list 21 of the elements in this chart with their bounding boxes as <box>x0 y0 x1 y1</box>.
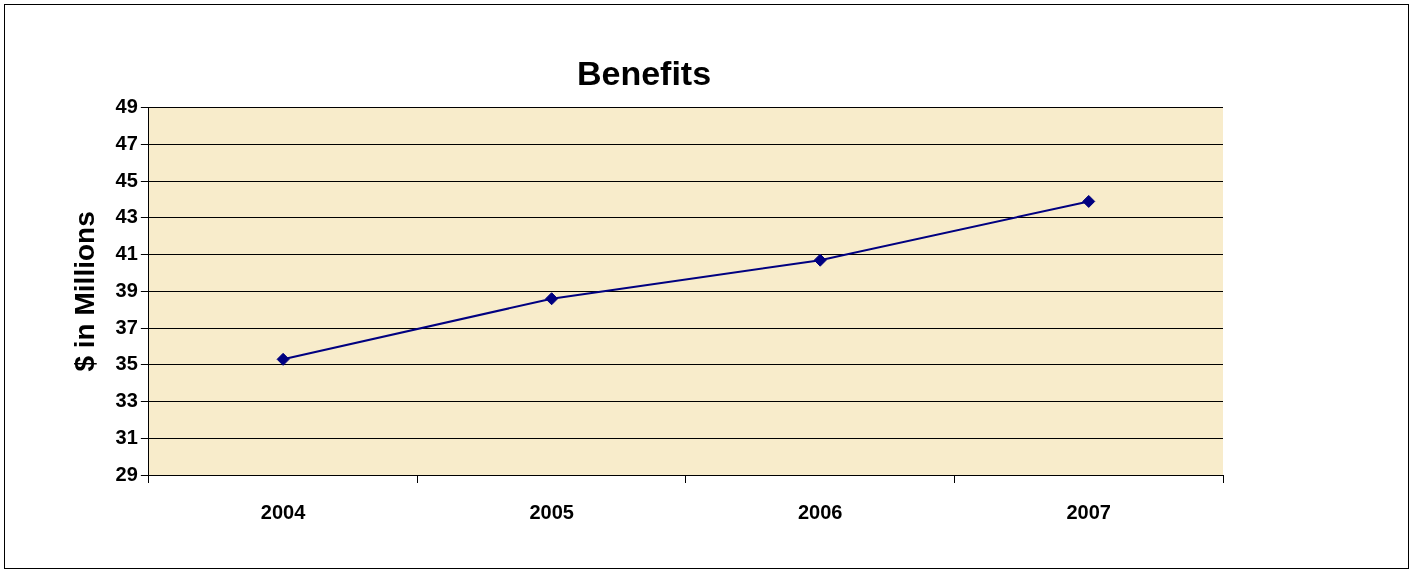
y-tick-label: 49 <box>115 95 138 118</box>
x-tick-label: 2005 <box>529 500 574 523</box>
point <box>545 292 559 306</box>
y-tick-label: 47 <box>115 132 138 155</box>
y-tick-label: 45 <box>115 168 138 191</box>
y-tick-label: 41 <box>115 242 138 265</box>
point <box>276 352 290 366</box>
y-tick-label: 39 <box>115 278 138 301</box>
y-axis-title: $ in Millions <box>68 211 100 372</box>
x-tick-label: 2006 <box>797 500 843 523</box>
y-tick-label: 37 <box>115 315 138 338</box>
y-tick-label: 33 <box>115 389 138 412</box>
x-tick-label: 2007 <box>1066 500 1111 523</box>
point <box>1082 194 1096 208</box>
point <box>813 253 827 267</box>
chart-title: Benefits <box>576 53 712 92</box>
y-tick-label: 31 <box>115 425 138 448</box>
y-tick-label: 29 <box>115 462 138 485</box>
y-tick-label: 35 <box>115 352 138 375</box>
x-tick-label: 2004 <box>260 500 307 523</box>
y-tick-label: 43 <box>115 205 138 228</box>
